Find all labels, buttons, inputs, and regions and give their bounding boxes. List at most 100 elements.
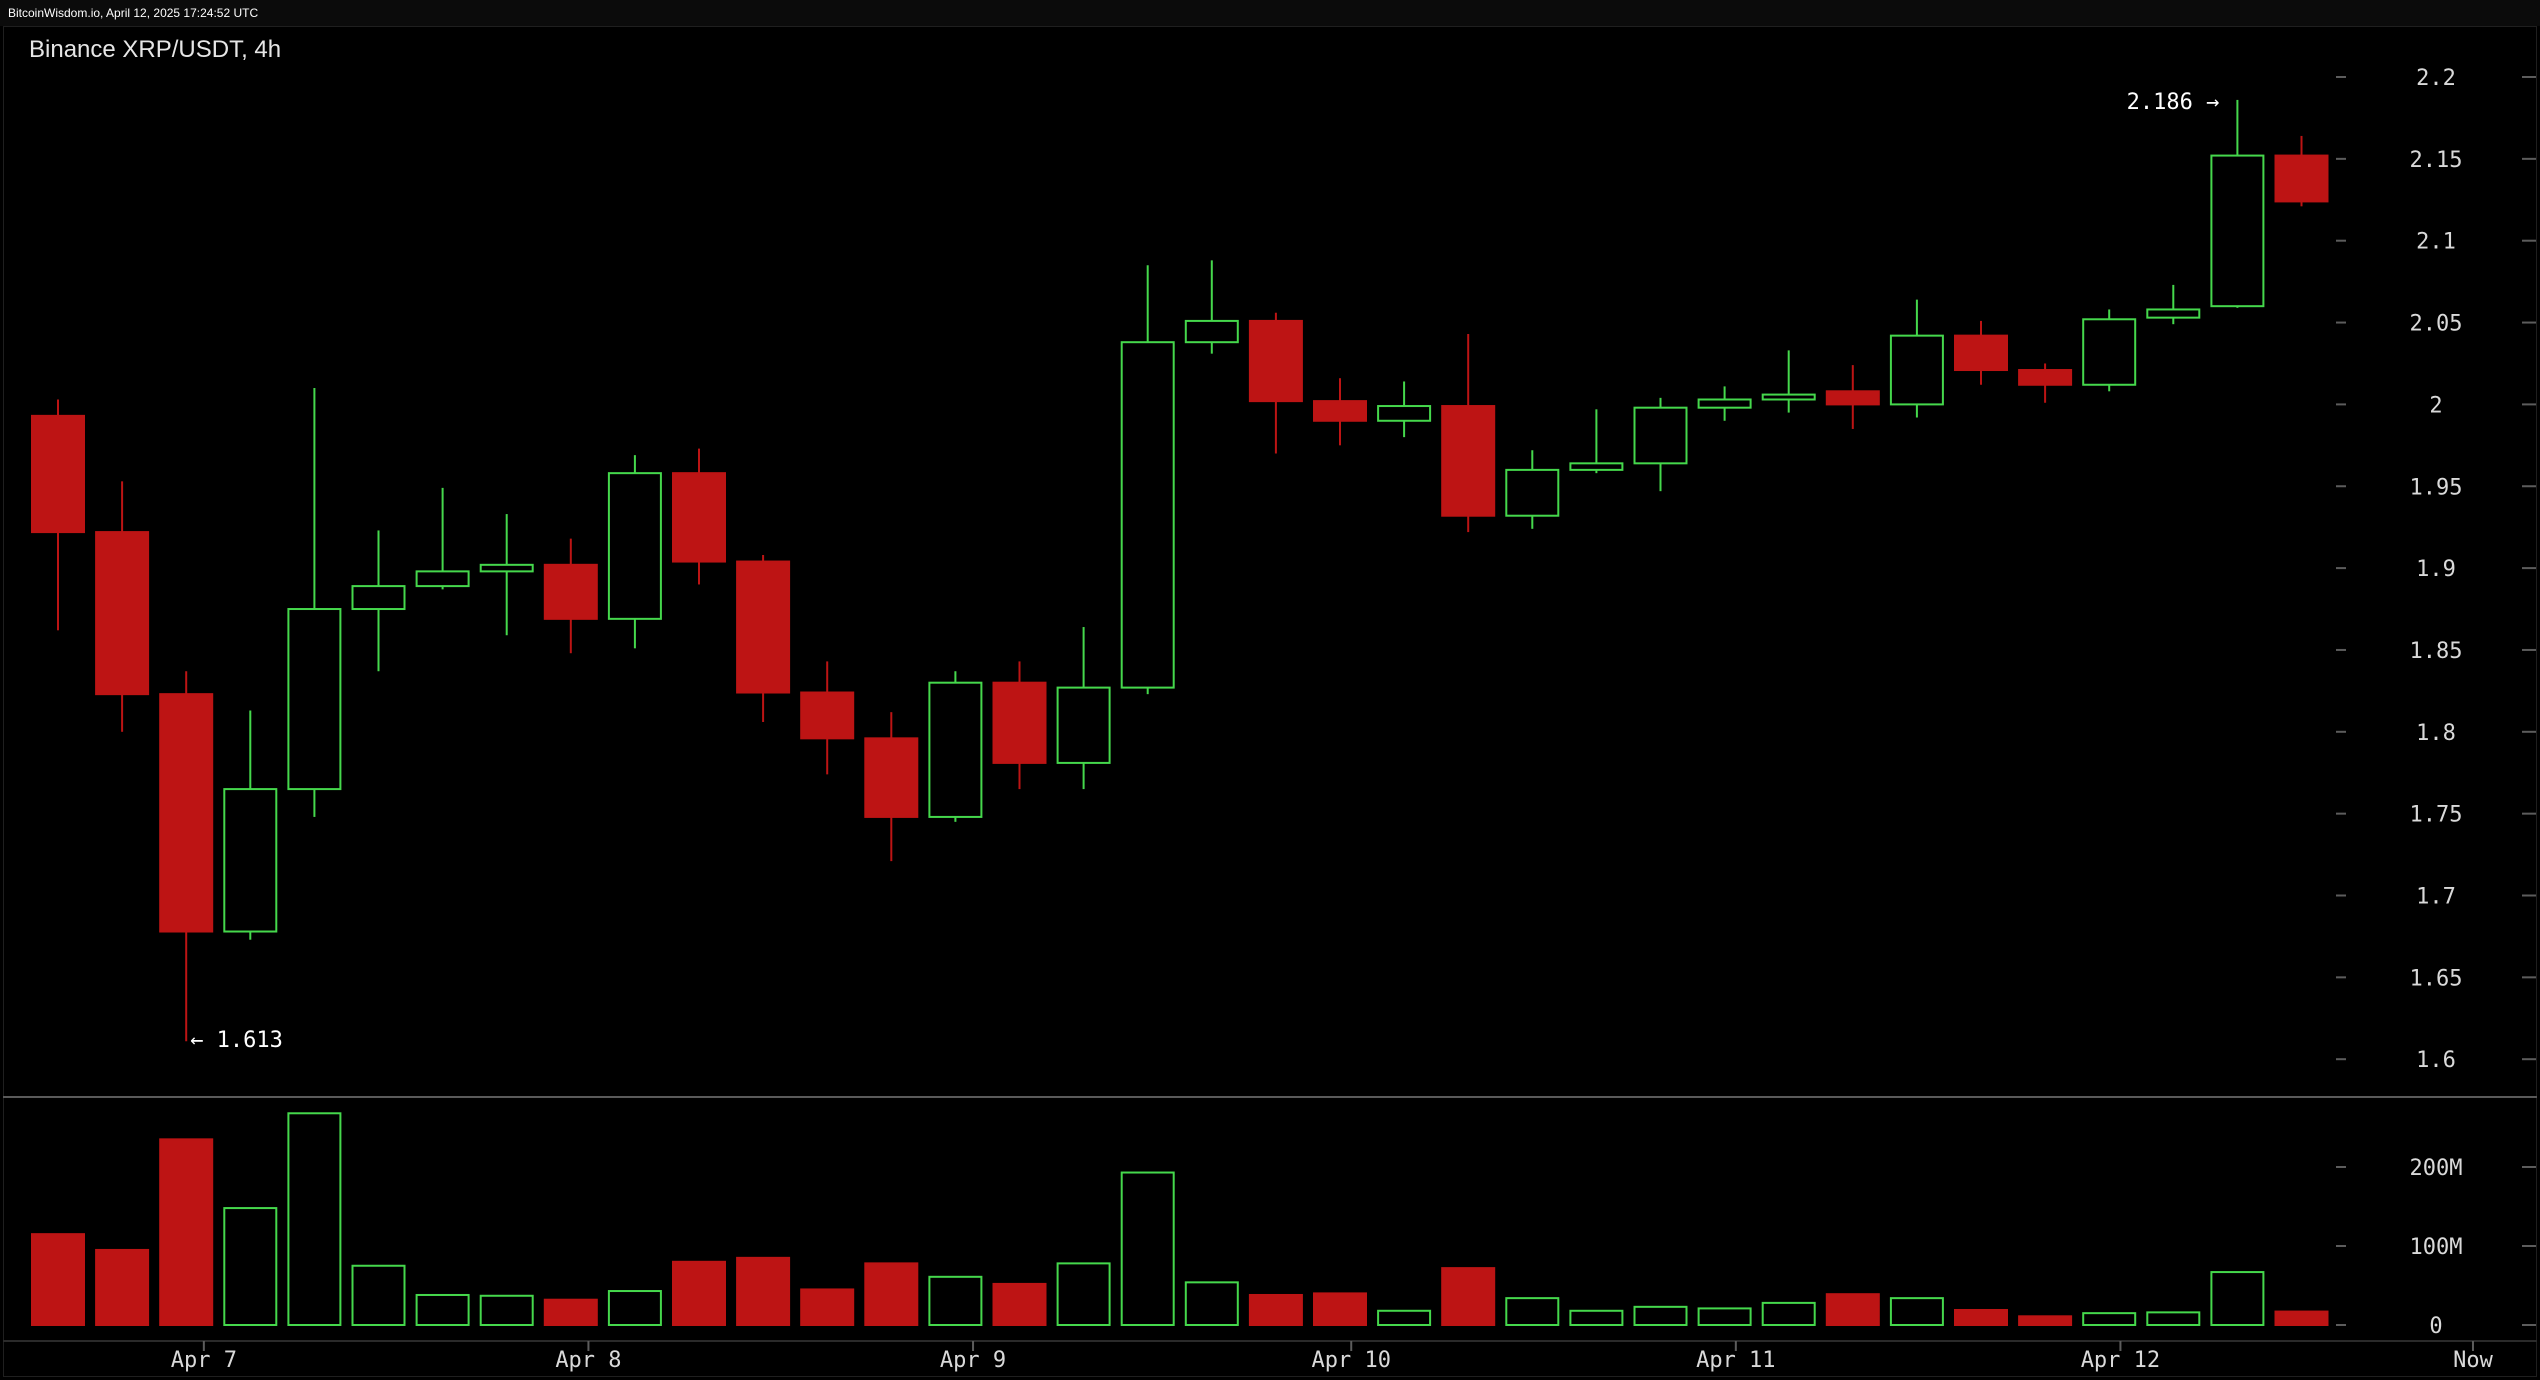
candle[interactable] — [1569, 409, 1624, 474]
volume-bar-up[interactable] — [351, 1264, 406, 1326]
volume-bar-down[interactable] — [1248, 1293, 1303, 1326]
volume-bar-up[interactable] — [223, 1207, 278, 1326]
volume-bar-up[interactable] — [1889, 1297, 1944, 1327]
price-tick-label: 2.05 — [2410, 312, 2463, 337]
price-tick-label: 2 — [2429, 393, 2442, 418]
volume-bar-up[interactable] — [415, 1293, 470, 1326]
volume-bar-up[interactable] — [1761, 1301, 1816, 1327]
volume-bar-up[interactable] — [1569, 1309, 1624, 1327]
candle[interactable] — [1761, 350, 1816, 413]
candle[interactable] — [1889, 299, 1944, 418]
volume-bar-down[interactable] — [159, 1138, 214, 1326]
price-axis-ticks — [2336, 76, 2536, 1061]
volume-bar-up[interactable] — [1184, 1281, 1239, 1326]
candle[interactable] — [928, 671, 983, 822]
candle[interactable] — [864, 712, 919, 862]
volume-bar-down[interactable] — [1954, 1308, 2008, 1326]
volume-bar-up[interactable] — [2146, 1311, 2201, 1326]
volume-bar-up[interactable] — [607, 1290, 662, 1327]
volume-bar-up[interactable] — [2082, 1312, 2137, 1327]
candle-body-down — [864, 737, 919, 818]
candle[interactable] — [2274, 135, 2329, 207]
volume-bar-up[interactable] — [1377, 1309, 1432, 1327]
candle[interactable] — [2210, 99, 2265, 308]
volume-bar-down[interactable] — [800, 1288, 855, 1326]
volume-bar-down[interactable] — [2018, 1315, 2073, 1327]
candle[interactable] — [287, 388, 342, 817]
candle[interactable] — [223, 710, 278, 940]
volume-bar-up[interactable] — [479, 1294, 534, 1327]
candle[interactable] — [1697, 386, 1752, 421]
candle[interactable] — [543, 538, 598, 654]
volume-bar-down[interactable] — [1313, 1292, 1367, 1327]
volume-bar-down[interactable] — [992, 1282, 1047, 1327]
candle-body-down — [736, 560, 791, 694]
time-tick-label: Apr 11 — [1696, 1348, 1775, 1373]
volume-bar-down[interactable] — [1441, 1267, 1496, 1326]
candle[interactable] — [1825, 365, 1880, 429]
candle[interactable] — [95, 481, 150, 732]
candle-body-up — [1505, 468, 1560, 517]
annotations: 2.186 → ← 1.613 — [190, 90, 2219, 1053]
candle-body-up — [351, 585, 406, 611]
volume-bar-up[interactable] — [2210, 1271, 2265, 1326]
candle-body-up — [2082, 318, 2137, 386]
volume-bar-down[interactable] — [736, 1256, 791, 1326]
candle[interactable] — [1120, 265, 1175, 695]
candle[interactable] — [992, 661, 1047, 790]
volume-bar-up[interactable] — [1633, 1305, 1688, 1326]
volume-bar-down[interactable] — [672, 1260, 726, 1327]
candle[interactable] — [479, 514, 534, 636]
candle[interactable] — [736, 555, 791, 722]
time-axis-ticks — [3, 1340, 2537, 1351]
price-tick-label: 1.75 — [2410, 803, 2463, 828]
volume-layer — [31, 1112, 2329, 1327]
volume-bar-up[interactable] — [1056, 1262, 1111, 1327]
price-tick-label: 1.85 — [2410, 639, 2463, 664]
candle[interactable] — [607, 455, 662, 649]
candle[interactable] — [1633, 397, 1688, 492]
volume-bar-down[interactable] — [31, 1233, 85, 1327]
candle-body-down — [1825, 390, 1880, 406]
chart-panel[interactable] — [3, 26, 2537, 1377]
volume-bar-up[interactable] — [1120, 1171, 1175, 1327]
candle-body-down — [31, 414, 85, 534]
volume-bar-down[interactable] — [543, 1298, 598, 1326]
volume-bar-down[interactable] — [1825, 1293, 1880, 1326]
candle[interactable] — [2146, 284, 2201, 325]
volume-axis-ticks — [2336, 1166, 2536, 1326]
candle[interactable] — [1954, 320, 2008, 385]
candle[interactable] — [2082, 309, 2137, 392]
price-axis-labels: 2.2 2.15 2.1 2.05 2 1.95 1.9 1.85 1.8 1.75 1.7 1.65… — [2410, 66, 2463, 1073]
candle[interactable] — [31, 399, 85, 631]
candle-body-down — [95, 531, 150, 696]
candle[interactable] — [1184, 260, 1239, 354]
candle[interactable] — [800, 661, 855, 775]
candle-body-up — [1889, 334, 1944, 406]
price-tick-label: 2.15 — [2410, 148, 2463, 173]
candle[interactable] — [1441, 334, 1496, 533]
candle[interactable] — [672, 448, 726, 585]
candle[interactable] — [1377, 381, 1432, 438]
volume-bar-up[interactable] — [287, 1112, 342, 1327]
candle[interactable] — [1056, 627, 1111, 790]
candle[interactable] — [1505, 450, 1560, 529]
time-tick-label: Apr 12 — [2081, 1348, 2160, 1373]
time-tick-label: Apr 10 — [1311, 1348, 1390, 1373]
volume-bar-up[interactable] — [1697, 1307, 1752, 1327]
volume-bar-up[interactable] — [1505, 1297, 1560, 1327]
candle[interactable] — [415, 487, 470, 590]
candle[interactable] — [351, 530, 406, 672]
candle-body-up — [1184, 319, 1239, 344]
time-tick-label: Apr 9 — [940, 1348, 1006, 1373]
price-tick-label: 1.6 — [2416, 1048, 2456, 1073]
volume-bar-down[interactable] — [95, 1248, 150, 1326]
volume-bar-down[interactable] — [864, 1262, 919, 1327]
candle[interactable] — [2018, 363, 2073, 403]
candle[interactable] — [1248, 312, 1303, 454]
candle[interactable] — [159, 671, 214, 1042]
volume-bar-down[interactable] — [2274, 1310, 2329, 1326]
candle[interactable] — [1313, 378, 1367, 446]
volume-bar-up[interactable] — [928, 1275, 983, 1327]
